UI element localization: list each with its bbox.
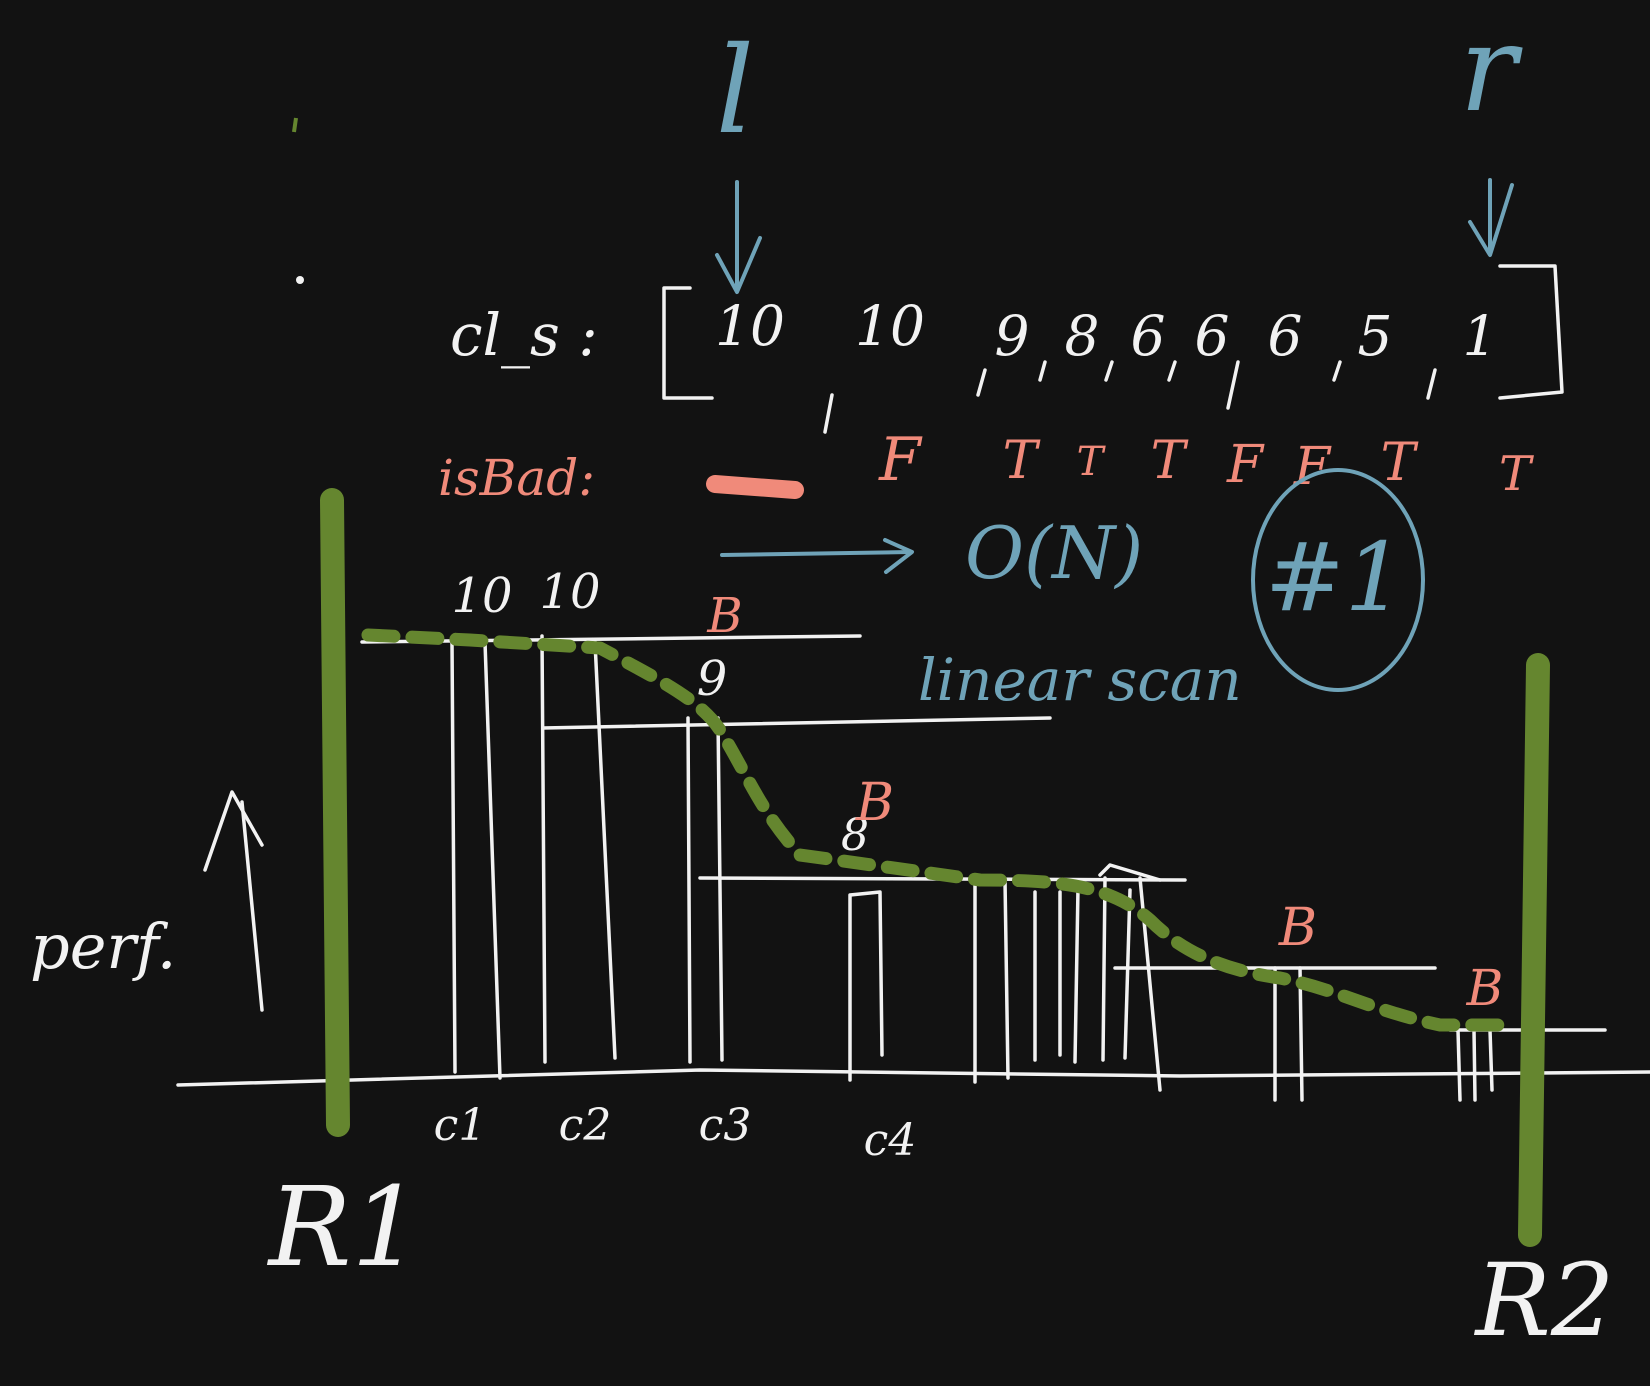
array-commas [823,360,1437,434]
bad-marker: B [855,773,894,833]
stray-green-tick [292,117,298,133]
release-r2-bar [1518,653,1550,1247]
bar-c2 [540,634,617,1064]
bar-value-label: 10 [539,564,600,620]
x-axis-line [176,1068,1650,1087]
left-pointer-arrow [715,180,762,294]
isbad-label: isBad: [438,449,595,507]
isbad-flag: F [878,425,923,495]
bar-c3 [686,716,724,1064]
approach-marker: #1 [1265,523,1405,633]
array-label: cl_s : [450,301,598,369]
bar-value-label: 10 [451,568,512,624]
isbad-flag: F [1226,435,1265,495]
bar-c4 [848,890,884,1082]
close-bracket [1498,264,1564,400]
bar-cluster [973,876,1162,1092]
commit-bars [450,634,1494,1102]
right-pointer-label: r [1459,0,1523,139]
bar-c1 [450,640,502,1080]
bad-marker: B [1466,959,1504,1017]
array-value: 10 [715,294,785,358]
bar-late [1273,966,1304,1102]
array-value: 8 [1065,304,1100,368]
method-label: linear scan [918,646,1242,714]
array-value: 5 [1358,304,1393,368]
release-r2-label: R2 [1474,1242,1615,1359]
isbad-flag: T [1151,431,1189,491]
bad-marker: B [706,588,742,644]
open-bracket [662,286,714,400]
performance-trend-line [361,628,1512,1032]
isbad-flag: T [1381,433,1419,493]
array-value: 9 [995,304,1030,368]
scribble-mark [706,475,804,499]
commit-label: c1 [434,1100,487,1151]
approach-circle [1251,468,1425,692]
left-pointer-label: l [716,22,754,161]
bar-last [1456,1028,1494,1102]
bar-value-label: 9 [697,651,728,707]
stray-dot [296,276,304,284]
array-value: 6 [1268,304,1303,368]
complexity-label: O(N) [965,511,1143,595]
bar-flag [1098,863,1162,882]
isbad-flag: T [1077,439,1107,485]
array-value: 6 [1131,304,1166,368]
isbad-flag: T [1499,446,1534,502]
commit-label: c3 [699,1100,752,1151]
commit-label: c4 [864,1115,917,1166]
isbad-flag: F [1293,437,1332,497]
scan-arrow [720,538,914,574]
perf-up-arrow [203,790,264,1012]
array-value: 10 [855,294,925,358]
bad-marker: B [1278,898,1317,958]
commit-label: c2 [559,1100,612,1151]
isbad-flag: T [1003,431,1041,491]
array-value: 1 [1463,304,1498,368]
array-value: 6 [1195,304,1230,368]
bar-value-label: 8 [841,810,869,861]
y-axis-label: perf. [30,910,176,983]
right-pointer-arrow [1468,178,1514,257]
release-r1-label: R1 [267,1163,422,1291]
release-r1-bar [320,488,350,1137]
